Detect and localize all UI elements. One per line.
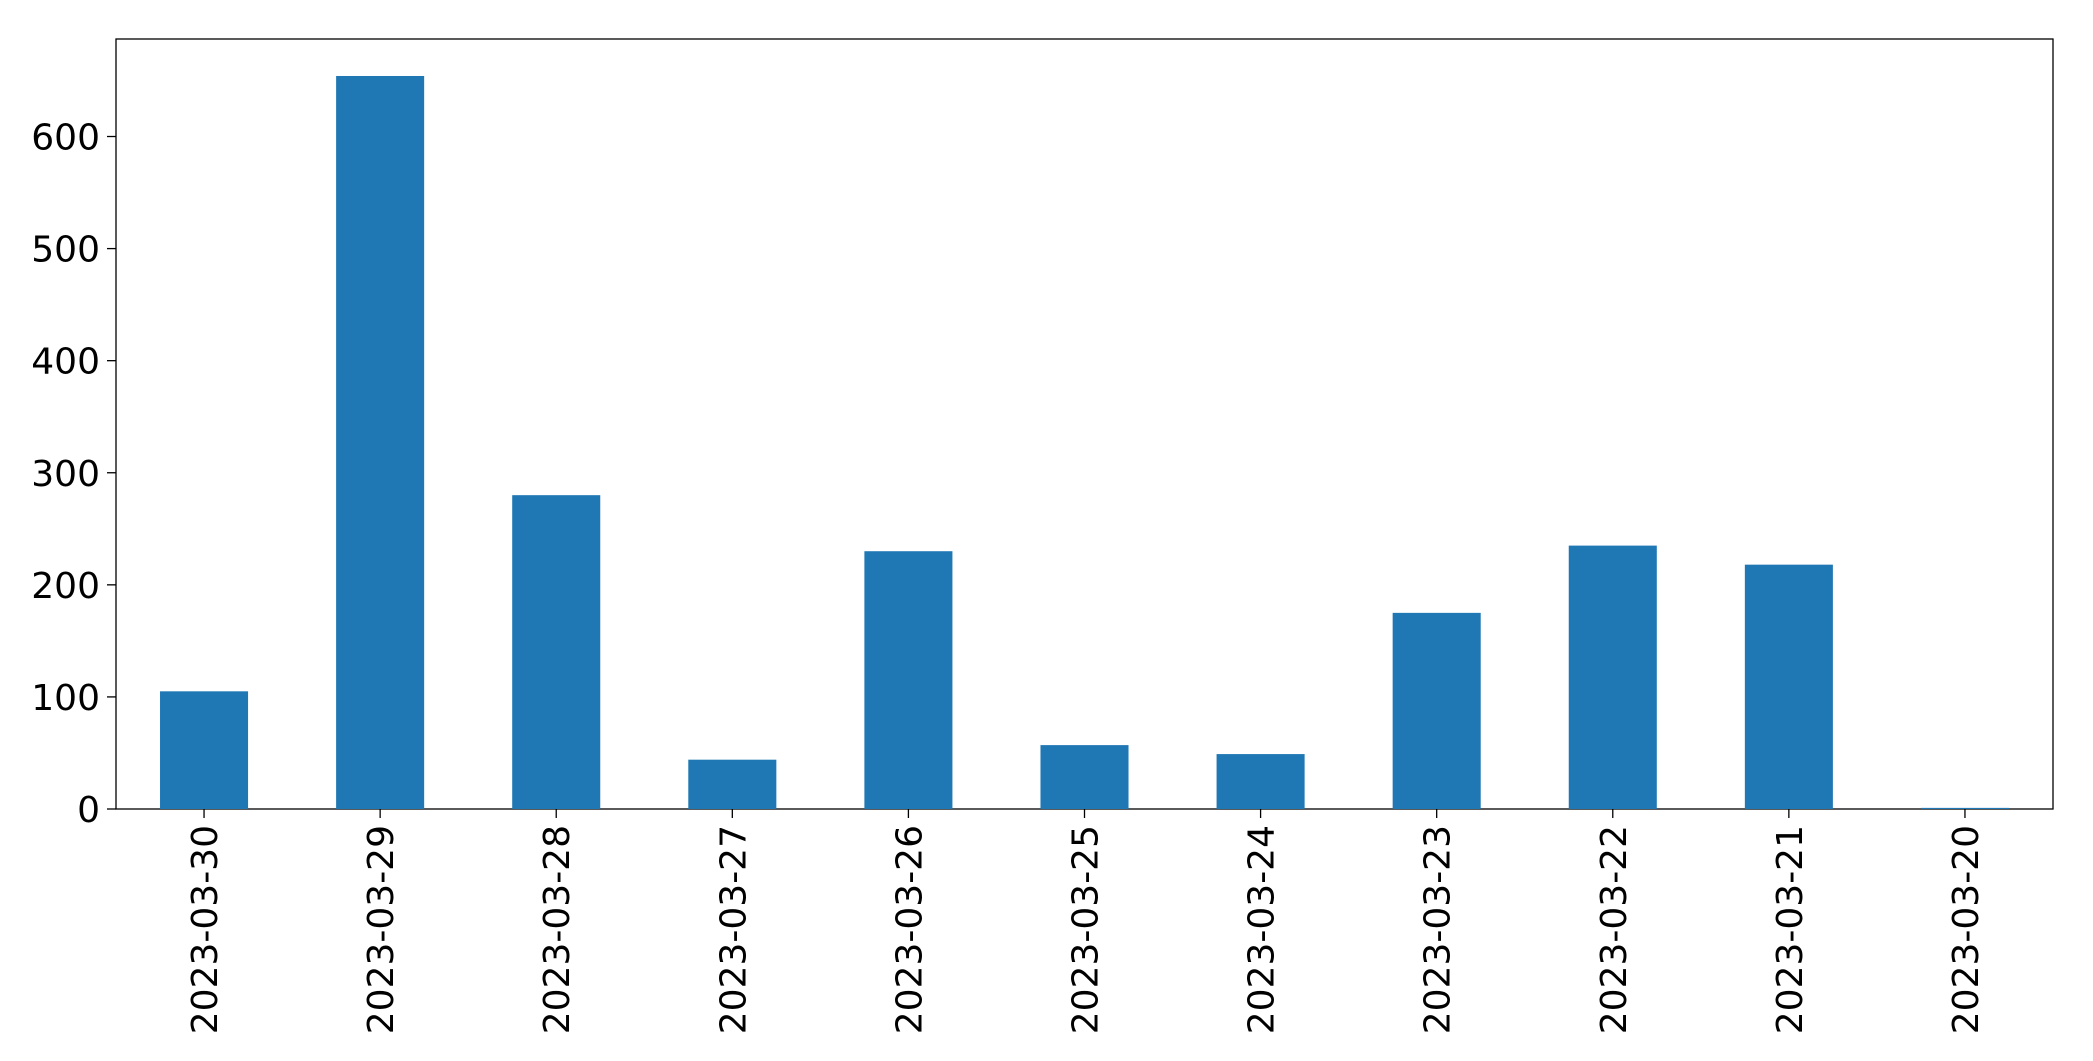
x-tick-label: 2023-03-24	[1242, 825, 1283, 1034]
bar	[1568, 545, 1657, 809]
x-tick-label: 2023-03-23	[1418, 825, 1459, 1034]
y-tick-label: 500	[31, 230, 100, 271]
bar	[864, 551, 953, 809]
y-tick-label: 200	[31, 566, 100, 607]
y-tick-label: 100	[31, 678, 100, 719]
y-tick-label: 400	[31, 342, 100, 383]
x-tick-label: 2023-03-25	[1066, 825, 1107, 1034]
bar	[160, 691, 249, 809]
x-tick-label: 2023-03-20	[1946, 825, 1987, 1034]
bar	[512, 495, 601, 809]
x-tick-label: 2023-03-30	[185, 825, 226, 1034]
x-tick-label: 2023-03-26	[889, 825, 930, 1034]
bar	[1744, 564, 1833, 809]
bar	[1216, 754, 1305, 809]
y-tick-label: 0	[77, 790, 100, 831]
bar	[1920, 807, 2009, 809]
x-tick-label: 2023-03-29	[361, 825, 402, 1034]
y-tick-label: 600	[31, 118, 100, 159]
bar	[688, 759, 777, 809]
x-tick-label: 2023-03-27	[713, 825, 754, 1034]
x-tick-label: 2023-03-28	[537, 825, 578, 1034]
x-tick-label: 2023-03-21	[1770, 825, 1811, 1034]
y-tick-label: 300	[31, 454, 100, 495]
bar	[336, 75, 425, 810]
bar	[1392, 612, 1481, 809]
bar	[1040, 745, 1129, 809]
x-tick-label: 2023-03-22	[1594, 825, 1635, 1034]
